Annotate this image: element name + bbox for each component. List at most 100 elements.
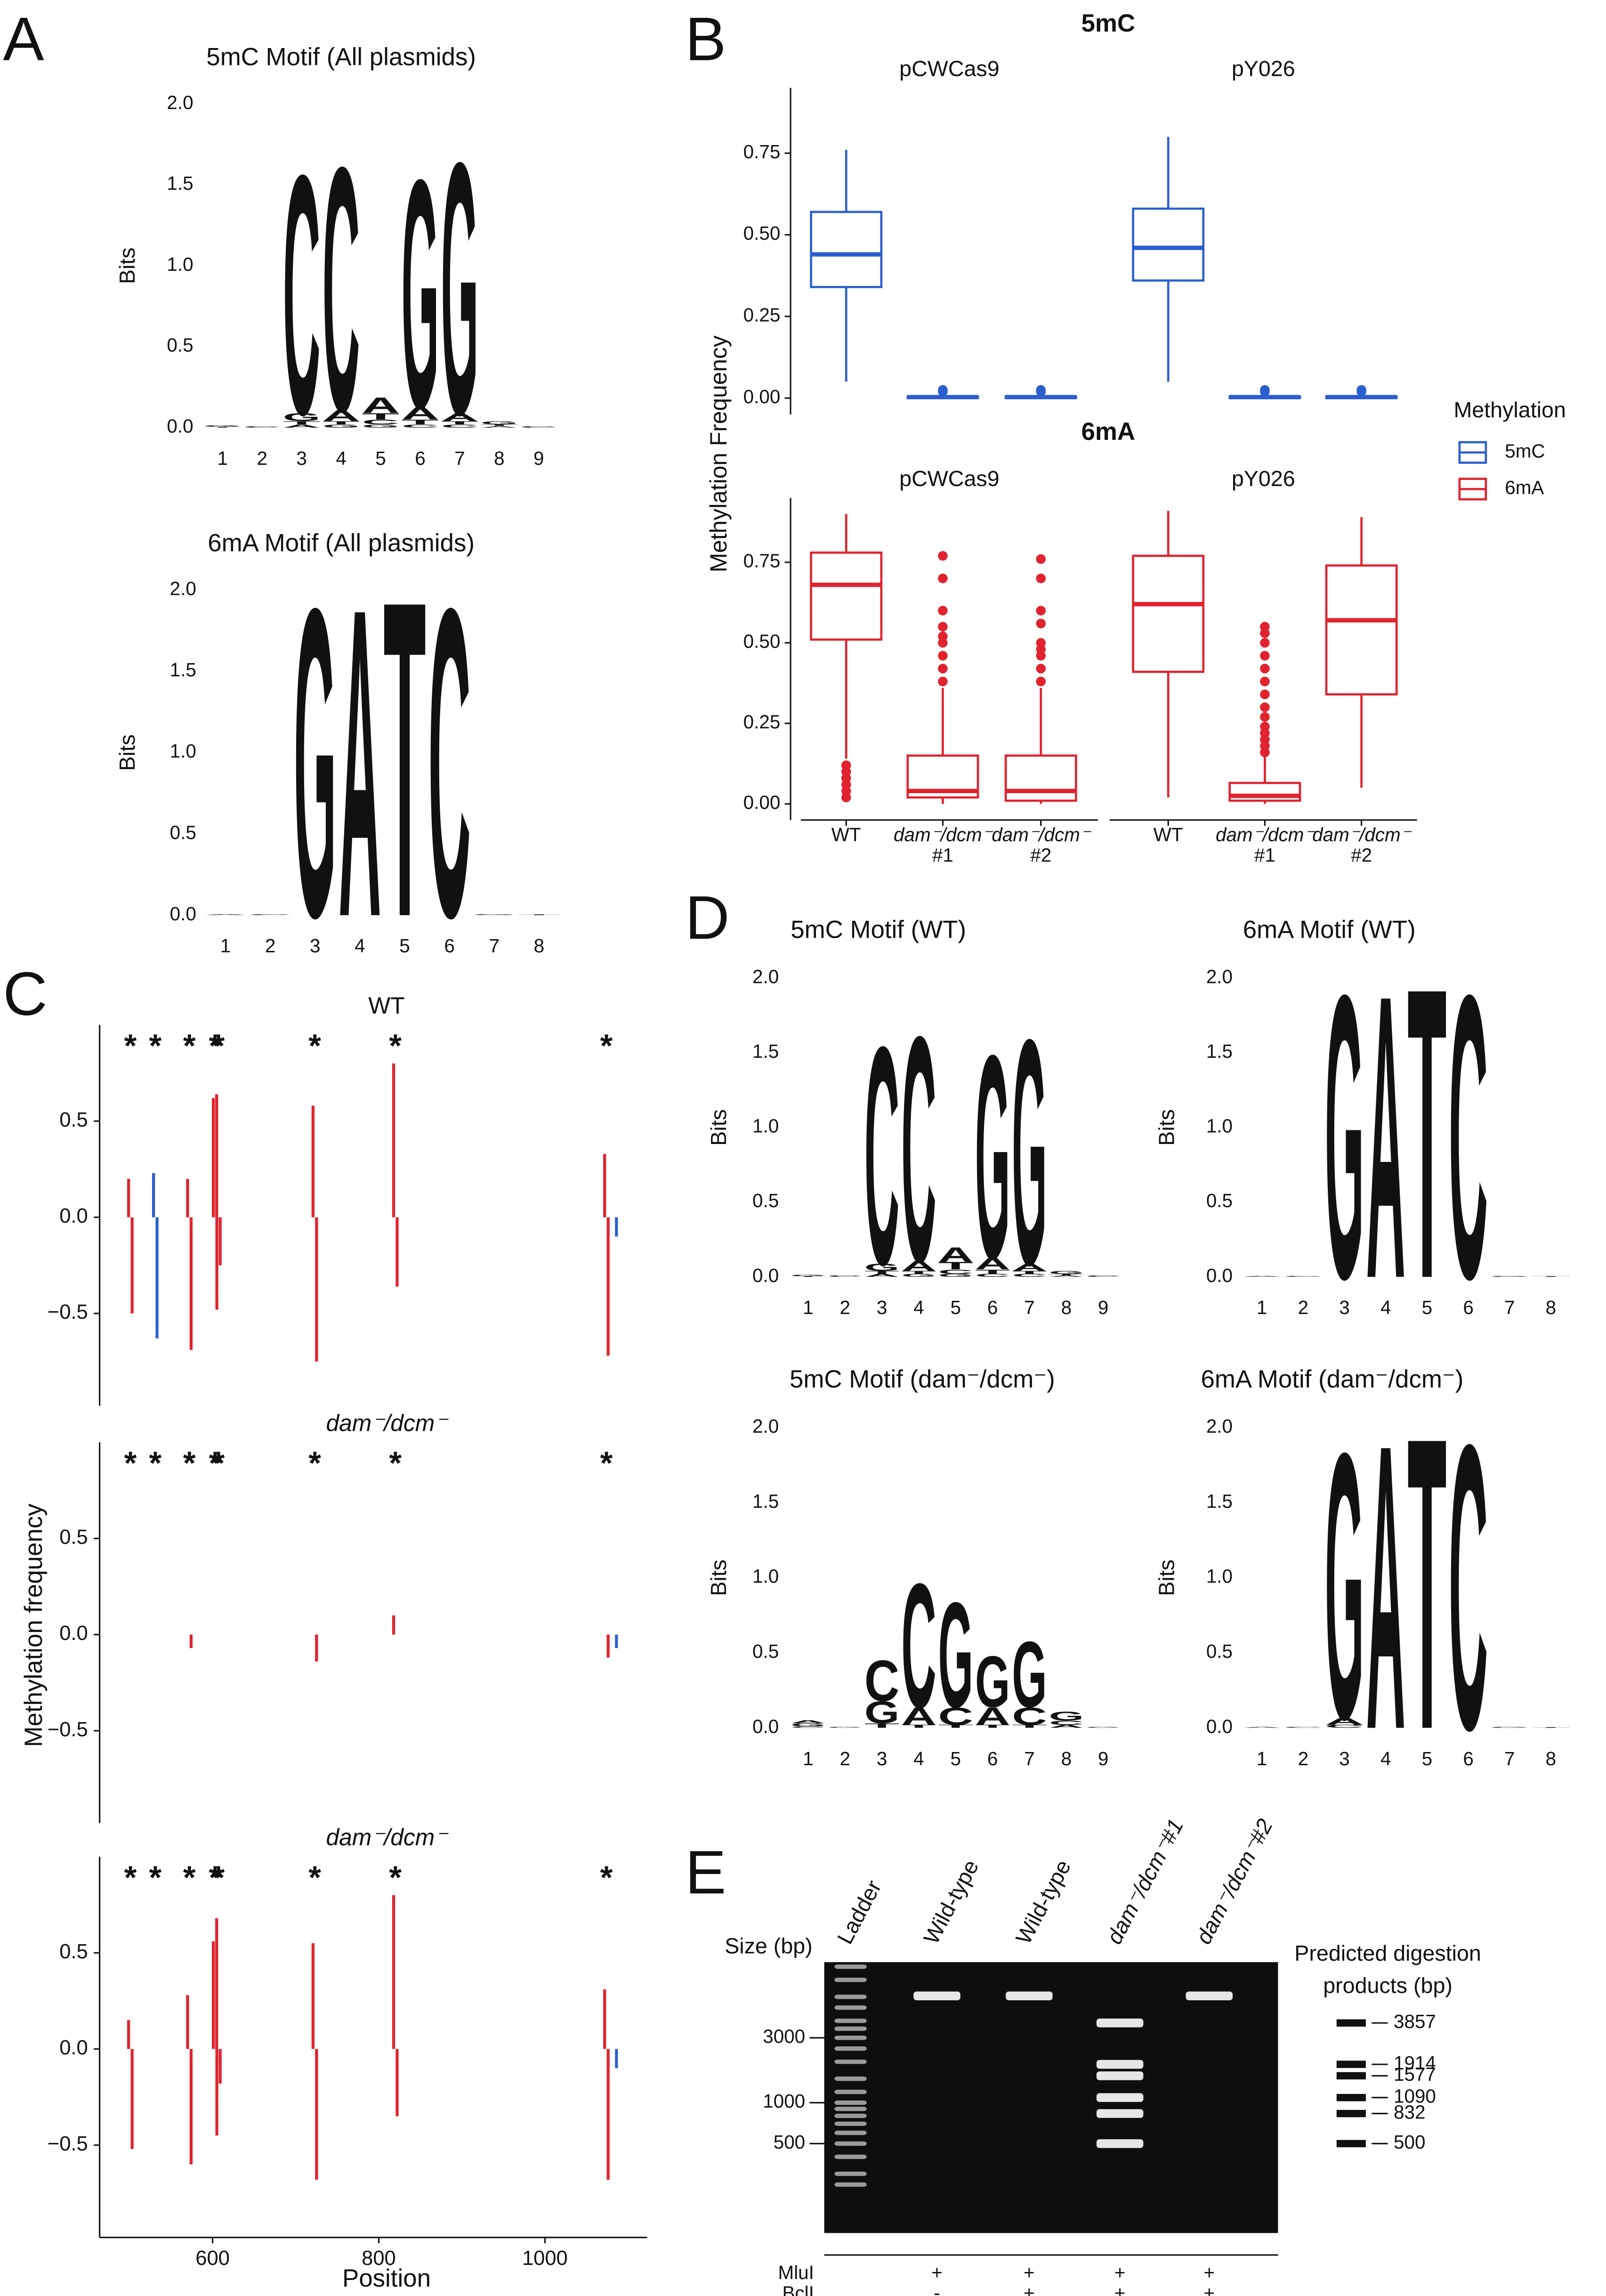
x-tick-label: 1 <box>220 935 231 957</box>
x-tick-label: dam⁻/dcm⁻ <box>1216 824 1315 845</box>
gel-band <box>834 2171 867 2176</box>
gel-band <box>1096 2093 1144 2102</box>
logo-letter: T <box>402 418 439 426</box>
predicted-title: products (bp) <box>1323 1973 1453 1997</box>
x-tick-label: 600 <box>195 2247 230 2270</box>
x-tick-label: #2 <box>1030 844 1051 866</box>
logo-letter: C <box>323 95 360 484</box>
logo-letter: G <box>323 423 360 429</box>
row-title: 6mA <box>1081 418 1135 446</box>
logo-letter: T <box>1012 1270 1047 1275</box>
x-tick-label: 2 <box>265 935 275 957</box>
x-tick-label: WT <box>831 824 861 845</box>
y-tick-label: 1.5 <box>1206 1040 1233 1062</box>
outlier <box>1260 676 1270 687</box>
logo-letter: T <box>1407 902 1446 1365</box>
logo-letter: A <box>1325 1716 1364 1728</box>
y-tick-label: 0.0 <box>752 1715 779 1737</box>
logo-letter: G <box>1012 1622 1047 1727</box>
logo-title: 5mC Motif (dam⁻/dcm⁻) <box>790 1365 1055 1393</box>
logo-letter: G <box>362 423 400 429</box>
y-tick-label: 0.5 <box>167 334 193 356</box>
y-tick-label: 1000 <box>763 2090 805 2112</box>
logo-letter: T <box>1407 1350 1446 1817</box>
logo-letter: C <box>520 426 557 428</box>
site-marker: * <box>308 1028 321 1064</box>
y-tick-label: 1.5 <box>170 659 196 681</box>
logo-letter: T <box>283 420 321 425</box>
x-tick-label: 3 <box>1339 1297 1349 1318</box>
treatment-value: + <box>1203 2282 1215 2296</box>
logo-letter: A <box>938 1243 973 1266</box>
x-tick-label: 8 <box>1546 1297 1556 1318</box>
logo-letter: T <box>975 1724 1010 1729</box>
panel-letter: D <box>685 883 729 952</box>
gel-band <box>834 2046 867 2051</box>
logo-letter: T <box>383 507 426 1011</box>
logo-letter: T <box>480 424 518 426</box>
logo-letter: A <box>480 426 518 428</box>
box <box>1325 564 1398 696</box>
outlier <box>1260 722 1270 731</box>
gel-band <box>1096 2018 1144 2028</box>
y-tick-label: 1.0 <box>167 253 193 275</box>
predicted-label: 3857 <box>1394 2011 1436 2032</box>
x-tick-label: 6 <box>987 1748 998 1769</box>
logo-letter: A <box>323 407 360 424</box>
gel-band <box>834 2059 867 2064</box>
x-tick-label: 7 <box>1504 1748 1515 1769</box>
gel-band <box>1096 2060 1144 2069</box>
y-tick-label: 1.0 <box>1206 1115 1233 1137</box>
y-tick-label: 0.75 <box>743 550 781 572</box>
outlier <box>1036 638 1046 648</box>
logo-letter: C <box>1449 911 1488 1363</box>
outlier <box>1260 385 1270 395</box>
y-tick-label: 0.00 <box>743 792 781 813</box>
x-tick-label: #1 <box>1254 844 1275 866</box>
logo-letter: A <box>975 1254 1010 1273</box>
outlier <box>938 551 948 561</box>
logo-letter: C <box>362 418 400 426</box>
logo-letter: C <box>864 1648 899 1713</box>
x-tick-label: 6 <box>444 935 454 957</box>
gel-band <box>834 2026 867 2031</box>
panel-letter: B <box>685 5 726 73</box>
logo-letter: G <box>1490 1727 1529 1728</box>
logo-letter: C <box>283 105 321 486</box>
site-marker: * <box>209 1028 222 1064</box>
x-tick-label: 5 <box>951 1297 961 1318</box>
site-marker: * <box>600 1028 613 1064</box>
logo-letter: A <box>1012 1262 1047 1274</box>
site-marker: * <box>183 1860 196 1896</box>
logo-letter: A <box>362 393 400 418</box>
gel-band <box>1186 1991 1233 2001</box>
x-axis-label: Position <box>342 2264 431 2292</box>
logo-letter: C <box>1086 1275 1121 1277</box>
y-tick-label: 0.5 <box>1206 1640 1233 1662</box>
logo-letter: T <box>864 1722 899 1729</box>
outlier <box>938 664 948 673</box>
x-tick-label: 5 <box>1422 1748 1432 1769</box>
box <box>1132 207 1205 282</box>
x-tick-label: 9 <box>1098 1297 1108 1318</box>
gel-band <box>1096 2071 1144 2080</box>
logo-title: 6mA Motif (dam⁻/dcm⁻) <box>1201 1365 1463 1393</box>
y-axis-label: Bits <box>115 247 139 284</box>
gel-band <box>1096 2139 1144 2148</box>
x-tick-label: 3 <box>877 1748 887 1769</box>
x-tick-label: 8 <box>1546 1748 1556 1769</box>
y-tick-label: 0.0 <box>170 903 196 925</box>
treatment-value: + <box>1203 2262 1215 2283</box>
x-tick-label: 1 <box>803 1748 813 1769</box>
site-marker: * <box>149 1445 162 1481</box>
predicted-band <box>1336 2140 1366 2148</box>
logo-letter: A <box>1366 1360 1405 1814</box>
gel-band <box>834 2100 867 2105</box>
site-marker: * <box>149 1028 162 1064</box>
logo-letter: T <box>864 1270 899 1275</box>
x-tick-label: 8 <box>494 447 504 469</box>
logo-letter: A <box>204 914 247 916</box>
outlier <box>938 676 948 687</box>
